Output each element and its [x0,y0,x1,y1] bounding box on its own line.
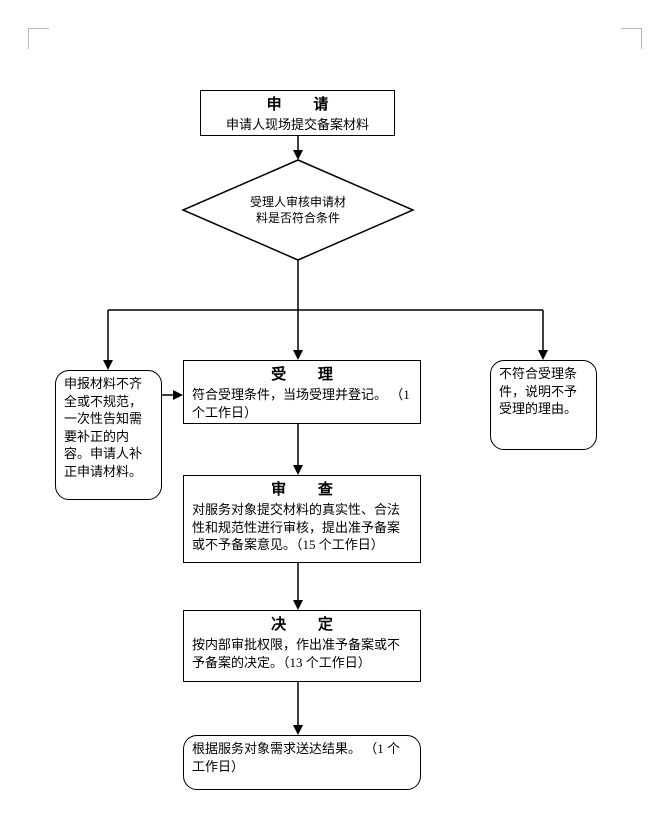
node-reject-body: 不符合受理条件，说明不予受理的理由。 [499,365,588,418]
node-decide-body: 按内部审批权限，作出准予备案或不予备案的决定。（13 个工作日） [192,636,412,671]
node-review-title: 审 查 [192,480,412,500]
node-supplement: 申报材料不齐全或不规范，一次性告知需要补正的内容。申请人补正申请材料。 [55,370,162,500]
node-accept-body: 符合受理条件，当场受理并登记。 （1 个工作日） [192,386,412,421]
node-deliver: 根据服务对象需求送达结果。 （1 个工作日） [183,735,421,790]
node-apply-title: 申 请 [209,95,386,115]
node-accept-title: 受 理 [192,365,412,385]
node-decide: 决 定 按内部审批权限，作出准予备案或不予备案的决定。（13 个工作日） [183,610,421,682]
node-accept: 受 理 符合受理条件，当场受理并登记。 （1 个工作日） [183,360,421,424]
node-deliver-body: 根据服务对象需求送达结果。 （1 个工作日） [192,740,412,775]
node-check-body: 受理人审核申请材料是否符合条件 [233,194,363,226]
node-review: 审 查 对服务对象提交材料的真实性、合法性和规范性进行审核，提出准予备案或不予备… [183,475,421,563]
node-reject: 不符合受理条件，说明不予受理的理由。 [490,360,597,450]
node-decide-title: 决 定 [192,615,412,635]
node-apply-body: 申请人现场提交备案材料 [209,116,386,134]
node-apply: 申 请 申请人现场提交备案材料 [200,90,395,136]
node-supplement-body: 申报材料不齐全或不规范，一次性告知需要补正的内容。申请人补正申请材料。 [64,375,153,480]
node-review-body: 对服务对象提交材料的真实性、合法性和规范性进行审核，提出准予备案或不予备案意见。… [192,501,412,554]
